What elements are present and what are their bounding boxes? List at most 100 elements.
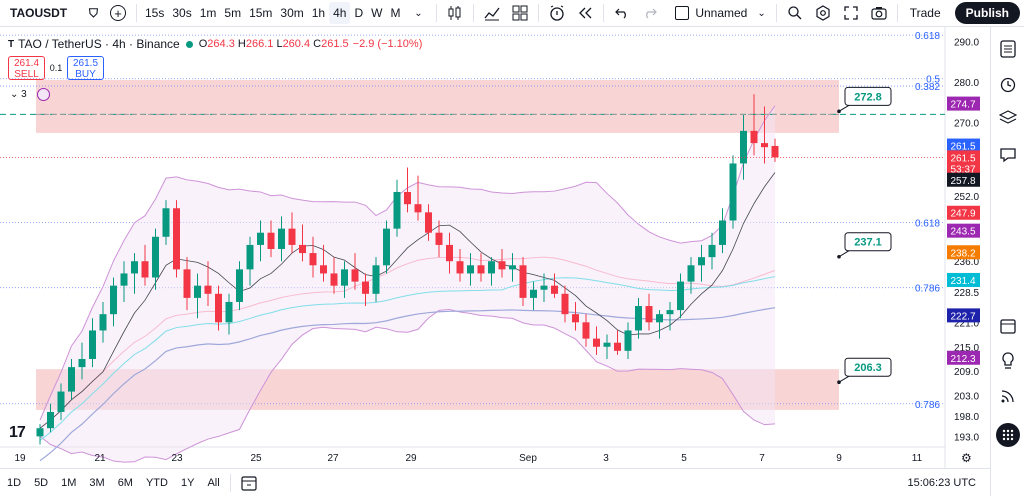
- range-3m[interactable]: 3M: [89, 476, 105, 489]
- candle-body: [435, 232, 443, 245]
- compare-icon[interactable]: ⛉: [88, 5, 98, 20]
- chart-settings-icon[interactable]: ⚙: [961, 451, 972, 465]
- add-symbol-icon[interactable]: +: [110, 5, 126, 21]
- fib-level-label: 0.786: [915, 284, 940, 295]
- candle-body: [530, 289, 537, 298]
- undo-icon[interactable]: [608, 2, 636, 24]
- price-callout-anchor: [837, 109, 841, 114]
- snapshot-camera-icon[interactable]: [865, 2, 893, 24]
- alarm-clock-icon[interactable]: [998, 74, 1018, 94]
- clock-time[interactable]: 15:06:23 UTC: [907, 476, 976, 489]
- candle-body: [309, 253, 317, 266]
- toolbar-divider: [603, 4, 605, 22]
- apps-grid-icon[interactable]: [996, 423, 1020, 447]
- time-axis-label: 23: [171, 453, 183, 464]
- right-sidebar: [990, 27, 1024, 496]
- interval-5m[interactable]: 5m: [224, 6, 242, 20]
- tradingview-logo-icon[interactable]: 17: [9, 424, 26, 441]
- time-axis-label: 21: [94, 453, 106, 464]
- symbol-search[interactable]: TAOUSDT ⛉: [4, 2, 104, 24]
- interval-M[interactable]: M: [390, 6, 401, 20]
- price-axis-badge-label: 257.8: [950, 176, 975, 187]
- upper-resistance-zone: [36, 79, 839, 133]
- interval-W[interactable]: W: [371, 6, 383, 20]
- fib-level-label: 0.382: [915, 82, 940, 93]
- price-chart[interactable]: 272.8 237.1 206.3 290.0 280.0 270.0 252.0 236.0…: [0, 27, 990, 468]
- replay-icon[interactable]: [571, 2, 599, 24]
- candle-body: [698, 257, 705, 266]
- watchlist-icon[interactable]: [998, 39, 1018, 59]
- redo-icon[interactable]: [636, 2, 664, 24]
- candle-body: [131, 261, 138, 274]
- notifications-bell-icon[interactable]: [998, 389, 1018, 409]
- price-callout-box: [844, 86, 892, 106]
- alert-icon[interactable]: [543, 2, 571, 24]
- range-1y[interactable]: 1Y: [180, 476, 195, 489]
- price-axis-tick: 290.0: [954, 37, 979, 48]
- candles-icon[interactable]: [441, 2, 469, 24]
- loading-spinner-icon: [36, 88, 50, 101]
- price-axis-tick: 198.0: [954, 412, 979, 423]
- templates-icon[interactable]: [506, 2, 534, 24]
- fullscreen-icon[interactable]: [837, 2, 865, 24]
- interval-30s[interactable]: 30s: [172, 6, 192, 20]
- interval-15s[interactable]: 15s: [145, 6, 165, 20]
- interval-1m[interactable]: 1m: [199, 6, 217, 20]
- price-callout-pointer: [838, 104, 850, 112]
- layout-menu[interactable]: Unnamed ⌄: [675, 6, 766, 20]
- candle-body: [99, 314, 107, 331]
- candle-body: [467, 265, 474, 274]
- price-axis-tick: 215.0: [954, 343, 979, 354]
- candle-body: [750, 130, 758, 144]
- chevron-down-icon[interactable]: ⌄: [414, 7, 423, 19]
- toolbar-divider: [136, 4, 137, 22]
- ma-fast-line: [39, 172, 776, 429]
- settings-gear-icon[interactable]: [809, 2, 837, 24]
- range-6m[interactable]: 6M: [117, 476, 133, 489]
- ideas-icon[interactable]: [998, 351, 1018, 371]
- streams-icon[interactable]: [998, 386, 1018, 406]
- date-range-calendar-icon[interactable]: [235, 472, 263, 494]
- price-axis-badge-label: 261.5: [950, 153, 975, 164]
- indicators-count: 3: [21, 89, 27, 100]
- range-all[interactable]: All: [207, 476, 220, 489]
- chat-icon[interactable]: [998, 145, 1018, 165]
- interval-30m[interactable]: 30m: [280, 6, 304, 20]
- chart-title[interactable]: TAO / TetherUS · 4h · Binance: [18, 37, 180, 51]
- layout-checkbox-icon[interactable]: [675, 6, 690, 20]
- range-5d[interactable]: 5D: [34, 476, 49, 489]
- candle-body: [78, 358, 86, 368]
- price-callout-label: 206.3: [854, 362, 882, 374]
- interval-15m[interactable]: 15m: [249, 6, 273, 20]
- spread-value: 0.1: [49, 63, 63, 73]
- buy-button[interactable]: 261.5 BUY: [67, 56, 104, 80]
- toolbar-divider: [436, 4, 438, 22]
- calendar-icon[interactable]: [998, 316, 1018, 336]
- interval-1h[interactable]: 1h: [311, 6, 326, 20]
- time-axis-label: 11: [912, 453, 923, 464]
- range-1d[interactable]: 1D: [7, 476, 22, 489]
- price-axis-tick: 280.0: [954, 78, 979, 89]
- quick-search-icon[interactable]: [781, 2, 809, 24]
- chevron-down-icon[interactable]: ⌄: [757, 7, 766, 19]
- indicators-toggle[interactable]: ⌄ 3: [10, 88, 50, 101]
- sell-button[interactable]: 261.4 SELL: [8, 56, 45, 80]
- candle-body: [593, 338, 600, 347]
- candle-body: [383, 228, 390, 266]
- price-callout-anchor: [837, 254, 841, 259]
- candle-body: [729, 163, 737, 221]
- price-axis-tick: 203.0: [954, 392, 979, 403]
- range-ytd[interactable]: YTD: [145, 476, 168, 489]
- layers-icon[interactable]: [998, 108, 1018, 128]
- candle-body: [204, 285, 212, 294]
- publish-button[interactable]: Publish: [954, 2, 1020, 24]
- candle-body: [656, 314, 663, 323]
- candle-body: [666, 310, 674, 315]
- interval-D[interactable]: D: [354, 6, 364, 20]
- price-axis-badge: [947, 223, 980, 238]
- indicators-icon[interactable]: [478, 2, 506, 24]
- range-1m[interactable]: 1M: [61, 476, 77, 489]
- candle-body: [341, 269, 348, 286]
- interval-4h[interactable]: 4h: [329, 2, 351, 24]
- trade-button[interactable]: Trade: [909, 6, 941, 20]
